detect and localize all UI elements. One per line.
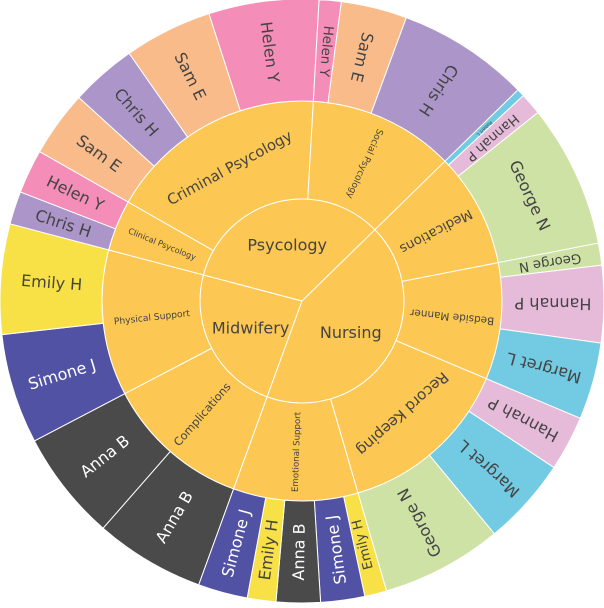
segment-psycology-label: Psycology [247,235,327,254]
segment-nursing-label: Nursing [320,323,382,342]
segment-helen-y-label: Helen Y [316,25,336,78]
segment-simone-j[interactable] [198,488,267,599]
segment-midwifery-label: Midwifery [212,318,289,337]
segment-emily-h-label: Emily H [20,271,82,294]
segment-emotional-support-label: Emotional Support [291,411,304,492]
segment-hannah-p-label: Hannah P [514,294,591,314]
segment-anna-b-label: Anna B [289,523,309,580]
